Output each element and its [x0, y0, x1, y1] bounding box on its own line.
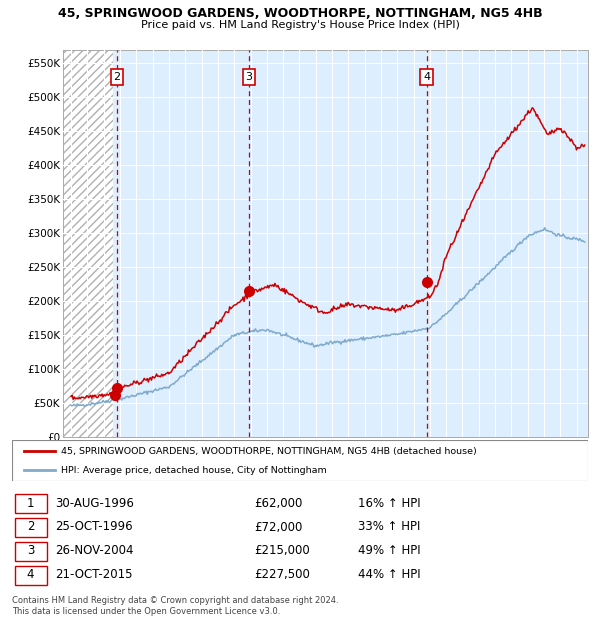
- Text: 4: 4: [423, 72, 430, 82]
- Text: 21-OCT-2015: 21-OCT-2015: [55, 569, 133, 581]
- Text: 1: 1: [26, 497, 34, 510]
- Text: 3: 3: [245, 72, 253, 82]
- Text: 45, SPRINGWOOD GARDENS, WOODTHORPE, NOTTINGHAM, NG5 4HB (detached house): 45, SPRINGWOOD GARDENS, WOODTHORPE, NOTT…: [61, 447, 477, 456]
- FancyBboxPatch shape: [15, 566, 47, 585]
- FancyBboxPatch shape: [12, 440, 588, 480]
- Text: £227,500: £227,500: [254, 569, 310, 581]
- Text: 49% ↑ HPI: 49% ↑ HPI: [358, 544, 420, 557]
- Text: £215,000: £215,000: [254, 544, 310, 557]
- Text: 16% ↑ HPI: 16% ↑ HPI: [358, 497, 420, 510]
- Text: HPI: Average price, detached house, City of Nottingham: HPI: Average price, detached house, City…: [61, 466, 327, 475]
- Text: 45, SPRINGWOOD GARDENS, WOODTHORPE, NOTTINGHAM, NG5 4HB: 45, SPRINGWOOD GARDENS, WOODTHORPE, NOTT…: [58, 7, 542, 20]
- Text: Price paid vs. HM Land Registry's House Price Index (HPI): Price paid vs. HM Land Registry's House …: [140, 20, 460, 30]
- FancyBboxPatch shape: [15, 495, 47, 513]
- Text: 44% ↑ HPI: 44% ↑ HPI: [358, 569, 420, 581]
- FancyBboxPatch shape: [15, 518, 47, 537]
- Text: £72,000: £72,000: [254, 521, 302, 533]
- FancyBboxPatch shape: [15, 542, 47, 560]
- Text: 2: 2: [26, 521, 34, 533]
- Text: £62,000: £62,000: [254, 497, 302, 510]
- Text: 2: 2: [113, 72, 121, 82]
- Text: Contains HM Land Registry data © Crown copyright and database right 2024.
This d: Contains HM Land Registry data © Crown c…: [12, 596, 338, 616]
- Text: 3: 3: [27, 544, 34, 557]
- Text: 30-AUG-1996: 30-AUG-1996: [55, 497, 134, 510]
- Text: 4: 4: [26, 569, 34, 581]
- Text: 33% ↑ HPI: 33% ↑ HPI: [358, 521, 420, 533]
- Text: 26-NOV-2004: 26-NOV-2004: [55, 544, 134, 557]
- Text: 25-OCT-1996: 25-OCT-1996: [55, 521, 133, 533]
